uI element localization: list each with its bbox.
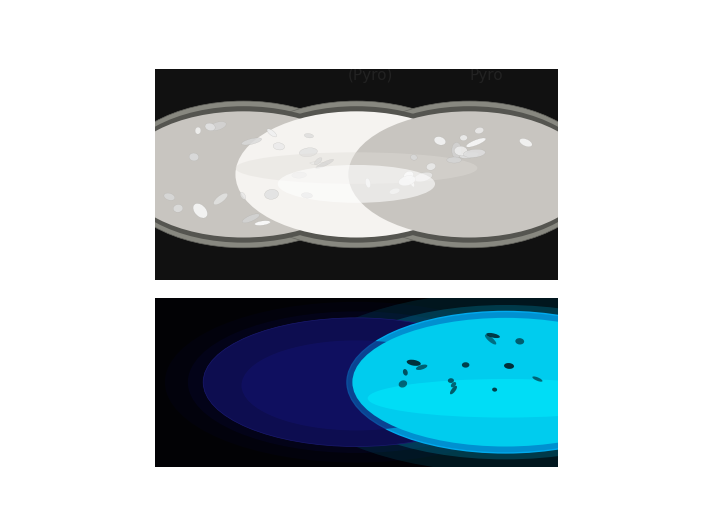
Ellipse shape [340,313,671,451]
Ellipse shape [346,106,593,243]
Ellipse shape [474,127,484,134]
Text: OCP with
incorporated
Pyro: OCP with incorporated Pyro [437,33,535,83]
Ellipse shape [241,340,472,430]
Bar [155,467,558,513]
Ellipse shape [122,111,364,238]
Bar [0,0,155,513]
Ellipse shape [264,189,279,200]
Ellipse shape [302,193,312,198]
Ellipse shape [342,101,597,248]
Ellipse shape [486,333,500,338]
Ellipse shape [406,172,415,187]
Text: UV light: 254 nm: UV light: 254 nm [12,382,140,398]
Ellipse shape [580,359,586,364]
Ellipse shape [315,157,322,165]
Bar [155,298,558,467]
Ellipse shape [410,154,417,160]
Ellipse shape [278,165,435,203]
Ellipse shape [267,129,276,137]
Ellipse shape [450,386,457,394]
Ellipse shape [116,101,371,248]
Ellipse shape [240,192,246,200]
Bar [558,0,720,513]
Ellipse shape [459,152,479,159]
Ellipse shape [390,188,400,194]
Ellipse shape [451,143,462,159]
Ellipse shape [255,221,271,226]
Text: Pyromellitic
acid
(Pyro): Pyromellitic acid (Pyro) [326,33,415,83]
Ellipse shape [195,127,201,134]
Ellipse shape [368,379,644,418]
Ellipse shape [466,138,486,147]
Ellipse shape [165,302,548,463]
Bar [155,69,558,280]
Ellipse shape [203,318,510,446]
Ellipse shape [448,378,454,383]
Ellipse shape [310,162,328,165]
Ellipse shape [447,157,462,163]
Ellipse shape [305,133,313,138]
Ellipse shape [463,149,485,157]
Ellipse shape [120,106,367,243]
Ellipse shape [233,106,480,243]
Ellipse shape [416,365,428,370]
Ellipse shape [205,123,215,131]
Ellipse shape [352,318,659,446]
Ellipse shape [242,214,259,223]
Bar [0,0,155,513]
Ellipse shape [399,175,415,186]
Bar [155,0,558,69]
Ellipse shape [300,148,318,156]
Ellipse shape [273,143,284,150]
Ellipse shape [585,349,591,362]
Ellipse shape [532,377,542,382]
Ellipse shape [403,369,408,376]
Ellipse shape [235,111,477,238]
Ellipse shape [454,146,467,155]
Ellipse shape [451,382,456,387]
Ellipse shape [348,111,590,238]
Ellipse shape [492,388,497,391]
Ellipse shape [399,380,407,387]
Ellipse shape [291,292,720,472]
Ellipse shape [365,178,371,188]
Ellipse shape [595,356,609,360]
Ellipse shape [516,338,524,345]
Ellipse shape [235,152,477,184]
Ellipse shape [214,193,228,205]
Ellipse shape [519,139,532,147]
Ellipse shape [164,193,175,201]
Ellipse shape [174,205,183,212]
Ellipse shape [193,204,207,218]
Ellipse shape [315,159,333,169]
Ellipse shape [434,136,446,145]
Ellipse shape [188,311,525,453]
Ellipse shape [189,153,199,161]
Ellipse shape [485,334,496,345]
Ellipse shape [322,305,690,459]
Bar [155,280,558,298]
Ellipse shape [414,172,433,182]
Bar [558,0,720,513]
Ellipse shape [210,122,226,131]
Ellipse shape [292,172,307,178]
Ellipse shape [462,362,469,368]
Ellipse shape [229,101,484,248]
Ellipse shape [241,138,261,145]
Ellipse shape [504,363,514,369]
Text: Visible light: Visible light [31,190,120,205]
Ellipse shape [570,367,574,370]
Ellipse shape [460,135,467,141]
Ellipse shape [347,311,665,453]
Ellipse shape [404,171,413,180]
Ellipse shape [407,360,420,366]
Ellipse shape [426,163,436,170]
Text: OCP: OCP [240,33,271,48]
